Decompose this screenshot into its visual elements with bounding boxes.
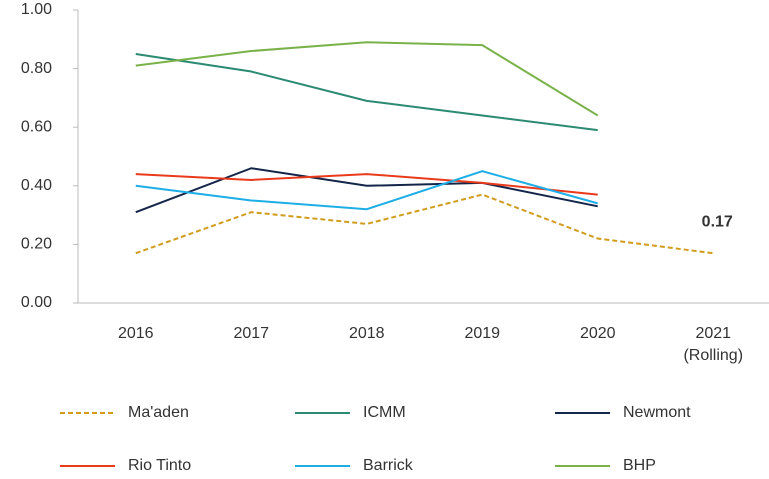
legend-label: Ma'aden — [128, 404, 189, 421]
series-line — [135, 167, 598, 214]
legend-label: Rio Tinto — [128, 457, 191, 474]
y-tick-label: 0.40 — [21, 177, 52, 194]
series-line — [135, 173, 598, 196]
y-tick-label: 0.20 — [21, 236, 52, 253]
legend-label: BHP — [623, 457, 656, 474]
annotation: 0.17 — [702, 213, 733, 230]
y-tick-label: 0.60 — [21, 118, 52, 135]
y-tick-label: 0.00 — [21, 294, 52, 311]
series-line — [135, 52, 598, 132]
x-tick-label: 2018 — [348, 325, 385, 342]
x-tick-label: 2019 — [464, 325, 501, 342]
series-line — [135, 170, 599, 211]
series-line — [135, 41, 599, 117]
x-tick-label: 2021 (Rolling) — [683, 325, 744, 364]
y-tick-label: 1.00 — [21, 1, 52, 18]
series-line — [135, 193, 714, 255]
x-tick-label: 2016 — [117, 325, 154, 342]
legend-label: Newmont — [623, 404, 691, 421]
x-tick-label: 2017 — [233, 325, 270, 342]
x-tick-label: 2020 — [579, 325, 616, 342]
y-tick-label: 0.80 — [21, 60, 52, 77]
legend-label: ICMM — [363, 404, 406, 421]
legend-label: Barrick — [363, 457, 414, 474]
